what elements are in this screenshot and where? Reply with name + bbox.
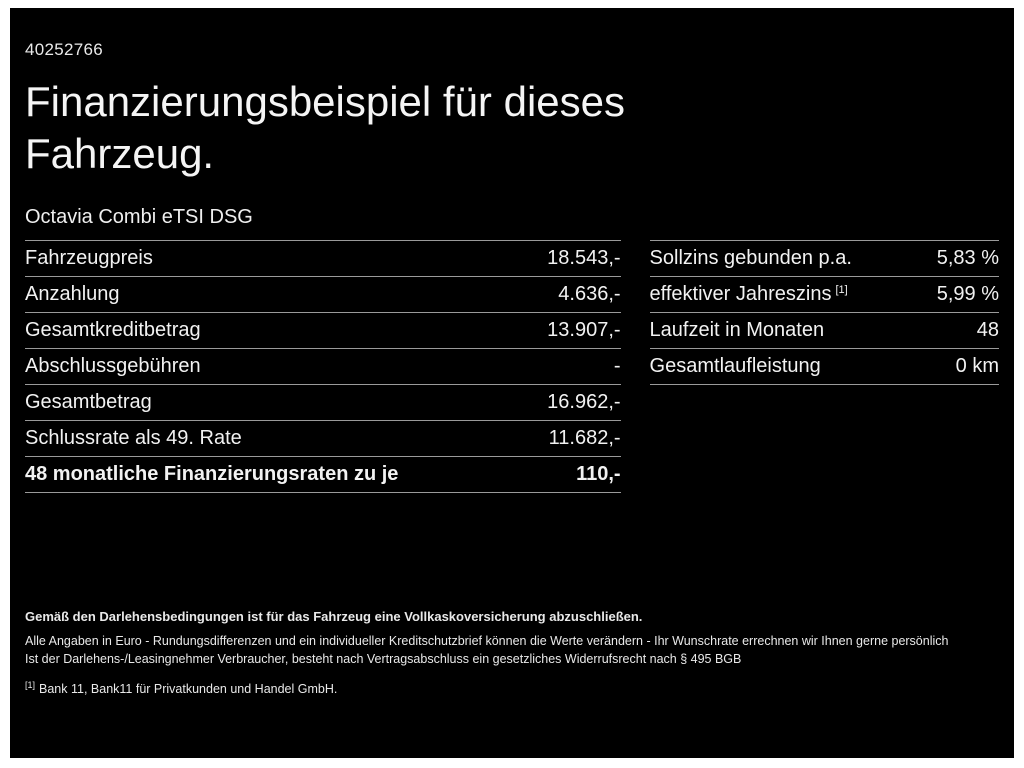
footnote-text: Bank 11, Bank11 für Privatkunden und Han… xyxy=(39,682,338,696)
vehicle-model-label: Octavia Combi eTSI DSG xyxy=(25,206,253,229)
table-row-monthly-rate: 48 monatliche Finanzierungsraten zu je 1… xyxy=(25,456,621,494)
table-row: Gesamtkreditbetrag 13.907,- xyxy=(25,312,621,348)
row-value: 48 xyxy=(976,319,999,342)
table-row: Laufzeit in Monaten 48 xyxy=(649,312,999,348)
row-value: 110,- xyxy=(576,463,621,486)
table-row: Gesamtlaufleistung 0 km xyxy=(649,348,999,386)
footer-disclaimer-line1: Alle Angaben in Euro - Rundungsdifferenz… xyxy=(25,634,949,649)
footer-footnote: [1] Bank 11, Bank11 für Privatkunden und … xyxy=(25,680,999,696)
table-row: Sollzins gebunden p.a. 5,83 % xyxy=(649,240,999,276)
row-value: 16.962,- xyxy=(547,391,621,414)
row-value: 0 km xyxy=(955,355,999,378)
row-value: - xyxy=(613,355,621,378)
table-row: Anzahlung 4.636,- xyxy=(25,276,621,312)
row-value: 5,99 % xyxy=(936,283,999,306)
row-label: Gesamtbetrag xyxy=(25,391,152,414)
footer-disclaimer-line2: Ist der Darlehens-/Leasingnehmer Verbrau… xyxy=(25,651,742,666)
row-label: Gesamtkreditbetrag xyxy=(25,319,201,342)
financing-table-left: Fahrzeugpreis 18.543,- Anzahlung 4.636,-… xyxy=(25,240,621,494)
row-label: Schlussrate als 49. Rate xyxy=(25,427,242,450)
row-label: Abschlussgebühren xyxy=(25,355,201,378)
footnote-marker: [1] xyxy=(25,679,36,690)
row-label: Fahrzeugpreis xyxy=(25,247,153,270)
row-value: 18.543,- xyxy=(547,247,621,270)
row-value: 13.907,- xyxy=(547,319,621,342)
row-label-text: effektiver Jahreszins xyxy=(649,283,832,306)
row-label: Gesamtlaufleistung xyxy=(649,355,821,378)
row-value: 5,83 % xyxy=(936,247,999,270)
document-id: 40252766 xyxy=(25,40,104,59)
row-value: 4.636,- xyxy=(558,283,621,306)
row-label: Anzahlung xyxy=(25,283,120,306)
legal-footer: Gemäß den Darlehensbedingungen ist für d… xyxy=(25,609,999,696)
row-label: effektiver Jahreszins [1] xyxy=(650,283,848,306)
table-row: Fahrzeugpreis 18.543,- xyxy=(25,240,621,276)
row-label: Sollzins gebunden p.a. xyxy=(649,247,852,270)
financing-tables: Fahrzeugpreis 18.543,- Anzahlung 4.636,-… xyxy=(25,240,999,494)
financing-table-right: Sollzins gebunden p.a. 5,83 % effektiver… xyxy=(649,240,999,386)
row-label: Laufzeit in Monaten xyxy=(649,319,825,342)
table-row: effektiver Jahreszins [1] 5,99 % xyxy=(649,276,999,312)
row-value: 11.682,- xyxy=(548,427,621,450)
table-row: Schlussrate als 49. Rate 11.682,- xyxy=(25,420,621,456)
page-title: Finanzierungsbeispiel für dieses Fahrzeu… xyxy=(25,78,625,178)
footnote-ref: [1] xyxy=(835,283,848,296)
footer-lead-text: Gemäß den Darlehensbedingungen ist für d… xyxy=(25,609,643,625)
financing-sheet: 40252766 Finanzierungsbeispiel für diese… xyxy=(10,8,1014,758)
row-label: 48 monatliche Finanzierungsraten zu je xyxy=(25,463,399,486)
table-row: Abschlussgebühren - xyxy=(25,348,621,384)
table-row: Gesamtbetrag 16.962,- xyxy=(25,384,621,420)
